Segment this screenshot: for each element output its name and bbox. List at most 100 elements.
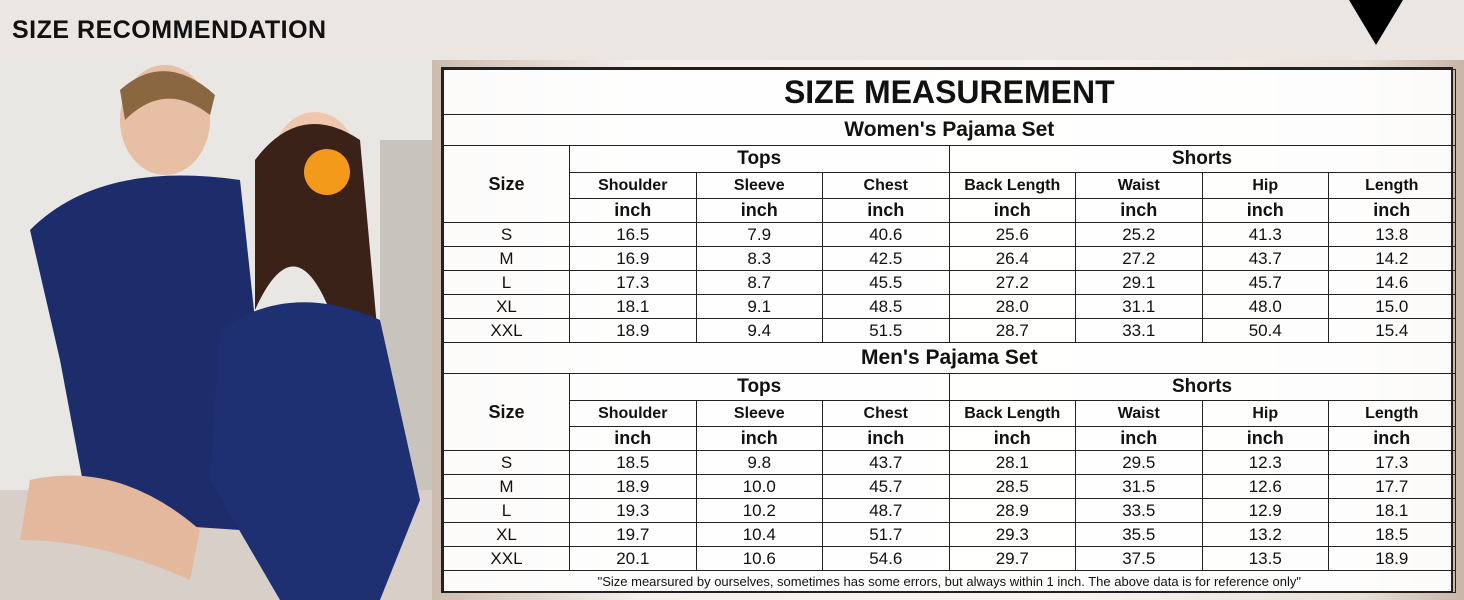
table-cell: 15.0 (1328, 294, 1456, 319)
table-cell: 29.3 (948, 522, 1076, 547)
column-header: Hip (1201, 400, 1329, 427)
table-cell: 8.3 (695, 246, 823, 271)
table-cell: 28.1 (948, 450, 1076, 475)
group-shorts: Shorts (948, 373, 1456, 401)
unit-label: inch (1328, 426, 1456, 451)
table-cell: 9.8 (695, 450, 823, 475)
table-cell: 12.6 (1201, 474, 1329, 499)
unit-label: inch (822, 426, 950, 451)
column-header: Sleeve (695, 172, 823, 199)
size-cell: XXL (443, 318, 570, 343)
table-cell: 18.1 (569, 294, 697, 319)
table-cell: 31.5 (1075, 474, 1203, 499)
table-cell: 50.4 (1201, 318, 1329, 343)
table-cell: 33.5 (1075, 498, 1203, 523)
size-measurement-table: SIZE MEASUREMENT Women's Pajama Set Size T… (443, 69, 1456, 593)
size-header: Size (443, 145, 570, 223)
group-tops: Tops (569, 373, 950, 401)
table-cell: 10.2 (695, 498, 823, 523)
table-cell: 41.3 (1201, 222, 1329, 247)
column-header: Sleeve (695, 400, 823, 427)
table-cell: 25.6 (948, 222, 1076, 247)
table-cell: 48.7 (822, 498, 950, 523)
table-cell: 19.3 (569, 498, 697, 523)
table-row: M 18.9 10.0 45.7 28.5 31.5 12.6 17.7 (443, 474, 1456, 499)
column-header: Length (1328, 172, 1456, 199)
couple-pajama-illustration (0, 60, 432, 600)
table-cell: 25.2 (1075, 222, 1203, 247)
table-cell: 48.5 (822, 294, 950, 319)
table-cell: 42.5 (822, 246, 950, 271)
column-header: Back Length (948, 172, 1076, 199)
column-header: Hip (1201, 172, 1329, 199)
table-cell: 33.1 (1075, 318, 1203, 343)
set-title: Women's Pajama Set (443, 114, 1456, 146)
table-cell: 27.2 (948, 270, 1076, 295)
table-row: S 18.5 9.8 43.7 28.1 29.5 12.3 17.3 (443, 450, 1456, 475)
table-cell: 20.1 (569, 546, 697, 571)
table-cell: 28.0 (948, 294, 1076, 319)
column-header: Shoulder (569, 400, 697, 427)
table-cell: 12.3 (1201, 450, 1329, 475)
table-cell: 40.6 (822, 222, 950, 247)
unit-label: inch (695, 198, 823, 223)
table-cell: 9.4 (695, 318, 823, 343)
table-cell: 10.4 (695, 522, 823, 547)
group-tops: Tops (569, 145, 950, 173)
unit-label: inch (569, 426, 697, 451)
table-cell: 29.1 (1075, 270, 1203, 295)
table-row: XXL 18.9 9.4 51.5 28.7 33.1 50.4 15.4 (443, 318, 1456, 343)
size-cell: L (443, 270, 570, 295)
unit-label: inch (1328, 198, 1456, 223)
table-cell: 18.9 (1328, 546, 1456, 571)
table-cell: 31.1 (1075, 294, 1203, 319)
table-row: XXL 20.1 10.6 54.6 29.7 37.5 13.5 18.9 (443, 546, 1456, 571)
table-title: SIZE MEASUREMENT (443, 69, 1456, 115)
table-cell: 17.3 (569, 270, 697, 295)
table-row: S 16.5 7.9 40.6 25.6 25.2 41.3 13.8 (443, 222, 1456, 247)
table-cell: 43.7 (822, 450, 950, 475)
table-cell: 35.5 (1075, 522, 1203, 547)
table-cell: 7.9 (695, 222, 823, 247)
column-header: Waist (1075, 172, 1203, 199)
table-cell: 45.7 (1201, 270, 1329, 295)
column-header: Length (1328, 400, 1456, 427)
table-cell: 16.9 (569, 246, 697, 271)
table-cell: 14.2 (1328, 246, 1456, 271)
table-cell: 45.5 (822, 270, 950, 295)
unit-label: inch (822, 198, 950, 223)
table-cell: 19.7 (569, 522, 697, 547)
table-row: M 16.9 8.3 42.5 26.4 27.2 43.7 14.2 (443, 246, 1456, 271)
table-cell: 28.9 (948, 498, 1076, 523)
table-row: XL 18.1 9.1 48.5 28.0 31.1 48.0 15.0 (443, 294, 1456, 319)
table-cell: 17.7 (1328, 474, 1456, 499)
table-cell: 14.6 (1328, 270, 1456, 295)
table-cell: 8.7 (695, 270, 823, 295)
unit-label: inch (569, 198, 697, 223)
table-cell: 18.1 (1328, 498, 1456, 523)
table-cell: 17.3 (1328, 450, 1456, 475)
size-cell: XL (443, 294, 570, 319)
column-header: Waist (1075, 400, 1203, 427)
size-cell: M (443, 474, 570, 499)
table-row: L 17.3 8.7 45.5 27.2 29.1 45.7 14.6 (443, 270, 1456, 295)
unit-label: inch (1075, 198, 1203, 223)
unit-label: inch (948, 198, 1076, 223)
table-cell: 28.5 (948, 474, 1076, 499)
unit-label: inch (1075, 426, 1203, 451)
size-cell: M (443, 246, 570, 271)
column-header: Chest (822, 172, 950, 199)
header-bar: SIZE RECOMMENDATION (0, 0, 1464, 60)
table-cell: 51.5 (822, 318, 950, 343)
table-cell: 13.8 (1328, 222, 1456, 247)
size-header: Size (443, 373, 570, 451)
table-cell: 13.5 (1201, 546, 1329, 571)
table-cell: 29.5 (1075, 450, 1203, 475)
table-cell: 18.9 (569, 474, 697, 499)
table-cell: 13.2 (1201, 522, 1329, 547)
table-cell: 51.7 (822, 522, 950, 547)
table-row: XL 19.7 10.4 51.7 29.3 35.5 13.2 18.5 (443, 522, 1456, 547)
table-cell: 18.5 (1328, 522, 1456, 547)
size-cell: XXL (443, 546, 570, 571)
unit-label: inch (1201, 426, 1329, 451)
